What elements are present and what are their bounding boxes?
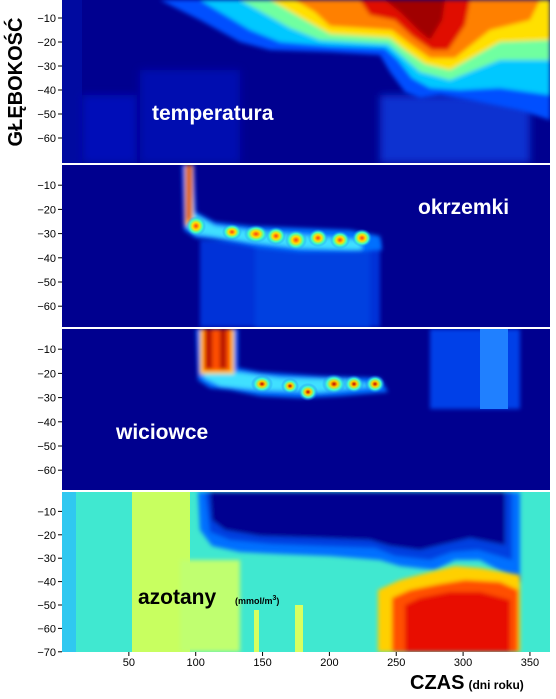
- y-tick-label: −60: [37, 465, 56, 477]
- y-tick-label: −40: [37, 85, 56, 97]
- y-tick-label: −10: [37, 180, 56, 192]
- x-axis-title: CZAS (dni roku): [410, 672, 524, 694]
- y-tick-label: −50: [37, 441, 56, 453]
- y-tick-label: −30: [37, 393, 56, 405]
- x-tick-label: 150: [253, 657, 271, 669]
- diatom-blobs: [186, 216, 372, 250]
- y-axis-title: GŁĘBOKOŚĆ: [3, 18, 27, 147]
- y-tick-label: −60: [37, 623, 56, 635]
- panel-label-okrzemki: okrzemki: [418, 196, 509, 219]
- heatmap-nitrate-surface-depletion: [198, 492, 520, 582]
- y-tick-label: −40: [37, 253, 56, 265]
- y-tick-label: −30: [37, 61, 56, 73]
- panel-separator: [62, 163, 550, 165]
- y-tick-label: −20: [37, 204, 56, 216]
- panel-wiciowce: wiciowce: [62, 329, 550, 491]
- y-tick-label: −60: [37, 133, 56, 145]
- y-tick-label: −50: [37, 109, 56, 121]
- x-tick-label: 200: [320, 657, 338, 669]
- y-tick-label: −30: [37, 229, 56, 241]
- panel-label-azotany: azotany: [138, 586, 217, 609]
- panel-separator: [62, 327, 550, 329]
- panel-label-temperatura: temperatura: [152, 102, 274, 125]
- panel-separator: [62, 490, 550, 492]
- y-tick-label: −10: [37, 13, 56, 25]
- x-tick-label: 350: [521, 657, 539, 669]
- panel-azotany: azotany (mmol/m3): [62, 492, 550, 652]
- y-tick-label: −10: [37, 344, 56, 356]
- x-tick-label: 300: [454, 657, 472, 669]
- axis-ticks: −10 −20 −30 −40 −50 −60 −10 −20 −30 −40 −50 −60 −10 −…: [37, 13, 539, 669]
- y-tick-label: −10: [37, 506, 56, 518]
- unit-label: (mmol/m3): [235, 595, 279, 606]
- y-tick-label: −20: [37, 368, 56, 380]
- y-tick-label: −50: [37, 277, 56, 289]
- y-tick-label: −50: [37, 600, 56, 612]
- y-tick-label: −60: [37, 301, 56, 313]
- heatmap-surface-warm-layer: [160, 0, 550, 120]
- y-tick-label: −70: [37, 647, 56, 659]
- y-tick-label: −20: [37, 37, 56, 49]
- panel-label-wiciowce: wiciowce: [115, 421, 208, 444]
- heatmap-nitrate-deep-maximum: [378, 566, 520, 652]
- panel-okrzemki: okrzemki: [62, 165, 550, 327]
- y-tick-label: −40: [37, 577, 56, 589]
- panel-temperatura: temperatura: [62, 0, 550, 163]
- x-tick-label: 50: [123, 657, 135, 669]
- x-tick-label: 100: [187, 657, 205, 669]
- flagellate-blobs: [251, 374, 385, 401]
- y-tick-label: −20: [37, 530, 56, 542]
- y-tick-label: −40: [37, 417, 56, 429]
- y-tick-label: −30: [37, 553, 56, 565]
- x-tick-label: 250: [387, 657, 405, 669]
